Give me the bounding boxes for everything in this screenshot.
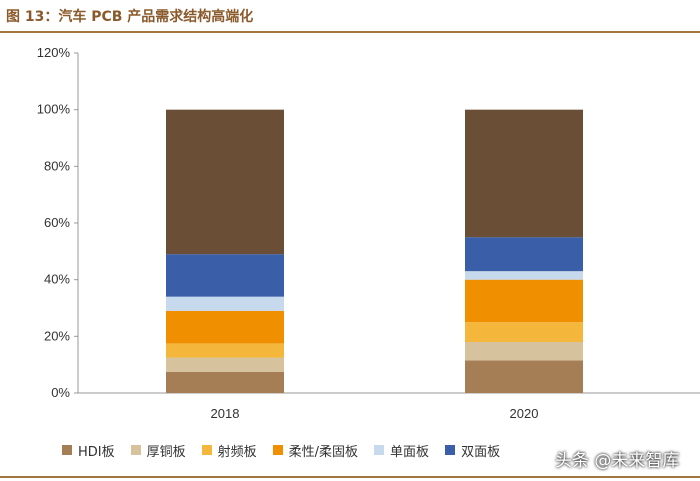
legend-label: 单面板 [390,444,430,460]
legend-label: 厚铜板 [146,444,186,460]
title-divider [0,31,700,33]
legend-item: 柔性/柔固板 [272,441,359,460]
legend-item: 射频板 [201,441,257,460]
legend-item: HDI板 [62,441,115,460]
x-category-label: 2020 [510,406,539,421]
legend-swatch [445,445,456,455]
bar-segment-2018-5 [166,254,284,297]
bar-segment-2020-1 [465,342,583,361]
y-tick-label: 100% [37,102,71,117]
legend-item: 双面板 [445,441,500,460]
legend-swatch [62,445,72,455]
bar-segment-2018-3 [166,310,284,344]
bar-segment-2018-4 [166,296,284,311]
legend-item: 厚铜板 [130,441,186,460]
legend-label: 双面板 [461,444,501,460]
legend-swatch [201,445,212,455]
bar-segment-2020-other [465,109,583,238]
bar-segment-2018-2 [166,343,284,358]
watermark: 头条 @未来智库 [555,451,680,471]
bar-segment-2018-0 [166,371,284,393]
legend-swatch [130,445,141,455]
bar-segment-2020-5 [465,237,583,272]
legend-label: HDI板 [78,444,115,460]
figure-title: 图 13：汽车 PCB 产品需求结构高端化 [6,9,254,25]
y-tick-label: 40% [44,272,70,287]
bar-segment-2020-3 [465,279,583,323]
bar-segment-2020-0 [465,360,583,393]
legend-swatch [374,445,385,455]
legend-item: 单面板 [374,441,429,460]
stacked-bar-chart: 0% 20% 40% 60% 80% 100% 120% 2018 2020 [37,45,700,421]
legend-label: 柔性/柔固板 [288,444,359,460]
chart-legend: HDI板 厚铜板 射频板 柔性/柔固板 单面板 双面板 [62,439,500,461]
x-category-label: 2018 [211,406,240,421]
y-tick-label: 20% [44,328,70,343]
bar-segment-2020-2 [465,322,583,342]
legend-label: 射频板 [217,444,257,460]
y-tick-label: 60% [44,215,70,230]
bar-segment-2020-4 [465,271,583,280]
bottom-divider [0,476,700,478]
bar-segment-2018-other [166,109,284,255]
y-tick-label: 120% [37,45,71,60]
y-tick-label: 0% [51,385,70,400]
bar-segment-2018-1 [166,357,284,372]
y-tick-label: 80% [44,158,70,173]
legend-swatch [272,445,283,455]
